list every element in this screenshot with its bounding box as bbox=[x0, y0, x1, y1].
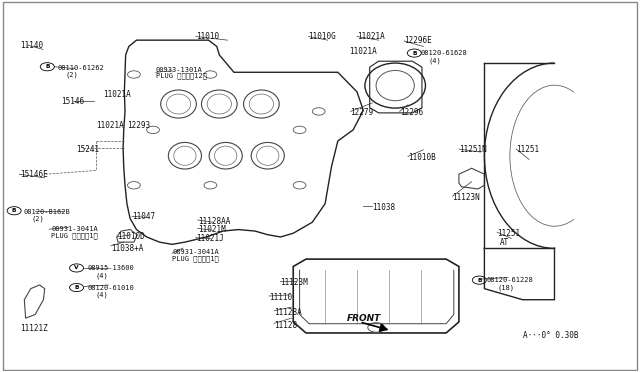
Text: 11010G: 11010G bbox=[308, 32, 336, 41]
Text: B: B bbox=[412, 51, 417, 55]
Text: 11021A: 11021A bbox=[96, 121, 124, 129]
Text: 11038: 11038 bbox=[372, 203, 396, 212]
Text: 11123M: 11123M bbox=[280, 278, 308, 287]
Text: 11010: 11010 bbox=[196, 32, 219, 41]
Text: (4): (4) bbox=[96, 292, 108, 298]
Text: 11038+A: 11038+A bbox=[111, 244, 143, 253]
Text: (18): (18) bbox=[497, 284, 514, 291]
Text: B: B bbox=[12, 208, 17, 213]
Text: 15146E: 15146E bbox=[20, 170, 48, 179]
Text: A···0° 0.30B: A···0° 0.30B bbox=[523, 331, 578, 340]
Text: 11128AA: 11128AA bbox=[198, 217, 230, 225]
Text: V: V bbox=[74, 266, 79, 270]
Text: FRONT: FRONT bbox=[347, 314, 381, 323]
Text: 11047: 11047 bbox=[132, 212, 155, 221]
Text: AT: AT bbox=[500, 238, 509, 247]
Text: 12293: 12293 bbox=[127, 121, 150, 129]
Text: 11128A: 11128A bbox=[274, 308, 302, 317]
Text: 11010B: 11010B bbox=[408, 153, 436, 162]
Text: 11021J: 11021J bbox=[196, 234, 223, 243]
Text: B: B bbox=[74, 285, 79, 290]
Text: 08931-3041A: 08931-3041A bbox=[51, 226, 98, 232]
Text: 11123N: 11123N bbox=[452, 193, 480, 202]
Text: 11251: 11251 bbox=[497, 229, 520, 238]
Text: 11021A: 11021A bbox=[349, 47, 376, 56]
Text: 11110: 11110 bbox=[269, 293, 292, 302]
Text: 11251: 11251 bbox=[516, 145, 540, 154]
Text: 11121Z: 11121Z bbox=[20, 324, 48, 333]
Text: 08120-61010: 08120-61010 bbox=[88, 285, 134, 291]
Text: 11251N: 11251N bbox=[459, 145, 486, 154]
Text: 11128: 11128 bbox=[274, 321, 297, 330]
Text: 11140: 11140 bbox=[20, 41, 44, 50]
Text: (2): (2) bbox=[65, 72, 78, 78]
Text: PLUG プラグ（12）: PLUG プラグ（12） bbox=[156, 73, 207, 79]
Text: 08915-13600: 08915-13600 bbox=[88, 265, 134, 271]
Text: 00933-1301A: 00933-1301A bbox=[156, 67, 202, 73]
Text: 15241: 15241 bbox=[77, 145, 100, 154]
Text: B: B bbox=[477, 278, 481, 283]
Text: 08110-61262: 08110-61262 bbox=[58, 65, 104, 71]
Text: 11021A: 11021A bbox=[103, 90, 131, 99]
Text: PLUG プラグ（1）: PLUG プラグ（1） bbox=[172, 256, 219, 262]
Text: (4): (4) bbox=[96, 272, 108, 279]
Text: 11021A: 11021A bbox=[357, 32, 385, 41]
Text: 15146: 15146 bbox=[61, 97, 84, 106]
Text: 12296: 12296 bbox=[399, 108, 423, 117]
Text: PLUG プラグ（1）: PLUG プラグ（1） bbox=[51, 232, 98, 239]
Text: B: B bbox=[45, 64, 49, 69]
Text: 12296E: 12296E bbox=[404, 36, 432, 45]
Text: 08120-8162B: 08120-8162B bbox=[24, 209, 70, 215]
Text: 08120-61228: 08120-61228 bbox=[487, 277, 534, 283]
Text: 11021M: 11021M bbox=[198, 225, 225, 234]
Text: 08931-3041A: 08931-3041A bbox=[172, 250, 219, 256]
Text: 08120-61628: 08120-61628 bbox=[420, 50, 467, 56]
Text: (4): (4) bbox=[428, 57, 441, 64]
Text: (2): (2) bbox=[32, 216, 45, 222]
Text: 11010D: 11010D bbox=[117, 232, 145, 241]
Text: 12279: 12279 bbox=[351, 108, 374, 117]
